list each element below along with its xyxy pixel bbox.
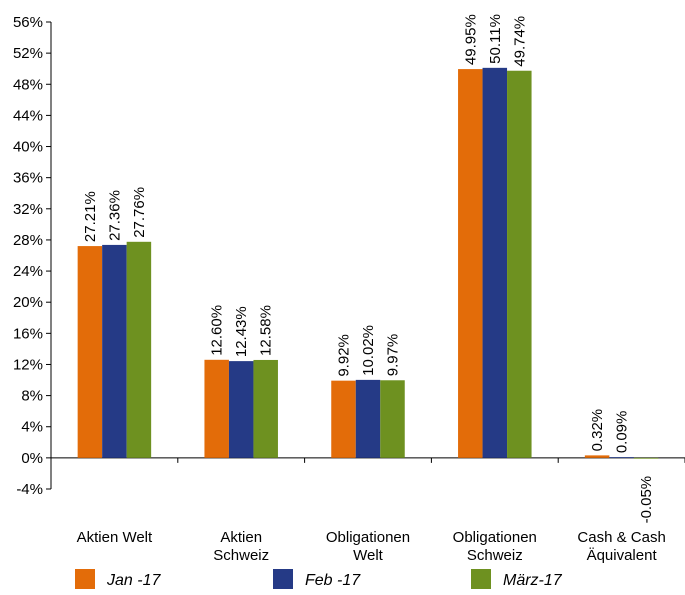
x-category-label: Äquivalent: [587, 547, 658, 564]
data-label: 27.76%: [131, 187, 148, 238]
legend: Jan -17 Feb -17 März-17: [75, 569, 563, 589]
bar: [77, 246, 103, 458]
legend-item: März-17: [471, 569, 563, 589]
bar: [482, 67, 508, 458]
bar: [204, 359, 229, 458]
x-category-label: Obligationen: [453, 529, 537, 546]
legend-swatch: [471, 569, 491, 589]
data-label: 0.32%: [589, 409, 606, 452]
bar: [228, 361, 254, 458]
legend-label: Feb -17: [305, 572, 361, 589]
y-tick-label: 44%: [13, 107, 43, 124]
x-category-label: Obligationen: [326, 529, 410, 546]
y-tick-label: -4%: [16, 481, 43, 498]
data-label: 27.21%: [82, 191, 99, 242]
legend-item: Feb -17: [273, 569, 361, 589]
data-label: 27.36%: [106, 190, 123, 241]
legend-swatch: [273, 569, 293, 589]
bar: [380, 380, 405, 458]
data-labels-layer: 27.21% 12.60% 9.92% 49.95% 0.32% 27.36% 12.43%…: [82, 14, 655, 523]
data-label: 12.60%: [209, 305, 226, 356]
legend-item: Jan -17: [75, 569, 161, 589]
x-category-label: Schweiz: [213, 547, 269, 564]
data-label: 10.02%: [360, 325, 377, 376]
x-category-label: Aktien: [220, 529, 262, 546]
legend-label: Jan -17: [106, 572, 161, 589]
data-label: 9.92%: [336, 334, 353, 377]
y-tick-label: 28%: [13, 232, 43, 249]
data-label: 12.58%: [258, 305, 275, 356]
y-tick-label: 4%: [21, 419, 43, 436]
legend-swatch: [75, 569, 95, 589]
y-tick-label: 40%: [13, 139, 43, 156]
y-tick-label: 52%: [13, 45, 43, 62]
y-tick-label: 36%: [13, 170, 43, 187]
x-category-label: Aktien Welt: [77, 529, 153, 546]
data-label: 12.43%: [233, 306, 250, 357]
legend-label: März-17: [503, 572, 563, 589]
y-tick-label: 20%: [13, 294, 43, 311]
bar: [507, 70, 532, 458]
y-tick-label: 12%: [13, 356, 43, 373]
y-tick-label: 8%: [21, 388, 43, 405]
data-label: 49.95%: [462, 14, 479, 65]
bar: [584, 455, 610, 458]
data-label: -0.05%: [638, 476, 655, 524]
bars-layer: [77, 67, 659, 459]
y-tick-label: 32%: [13, 201, 43, 218]
data-label: 0.09%: [614, 411, 631, 454]
bar: [253, 359, 278, 458]
y-tick-label: 48%: [13, 76, 43, 93]
x-category-label: Schweiz: [467, 547, 523, 564]
bar: [102, 244, 127, 458]
data-label: 50.11%: [487, 14, 504, 64]
bar: [609, 457, 634, 458]
y-tick-label: 56%: [13, 14, 43, 31]
bar: [355, 379, 381, 458]
data-label: 9.97%: [385, 334, 402, 377]
x-category-label: Welt: [353, 547, 384, 564]
bar: [633, 457, 659, 459]
data-label: 49.74%: [511, 16, 528, 67]
y-tick-label: 16%: [13, 325, 43, 342]
y-tick-label: 0%: [21, 450, 43, 467]
bar: [458, 69, 483, 458]
bar: [331, 380, 356, 458]
axis-layer: -4% 0% 4% 8% 12% 16% 20% 24% 28% 32% 36% 40% 44% 48% 5…: [13, 14, 685, 564]
bar: [126, 241, 152, 458]
y-tick-label: 24%: [13, 263, 43, 280]
x-category-label: Cash & Cash: [577, 529, 665, 546]
